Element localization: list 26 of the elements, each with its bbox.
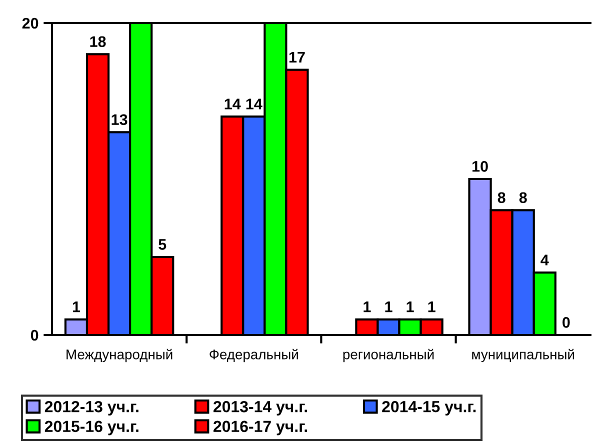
x-tick-label: Международный <box>66 348 172 362</box>
data-label: 18 <box>90 36 106 48</box>
data-label: 1 <box>428 302 436 312</box>
data-label: 5 <box>158 239 166 250</box>
data-label: 1 <box>385 302 392 312</box>
data-label: 8 <box>498 192 506 204</box>
data-label: 4 <box>540 254 549 266</box>
data-label: 1 <box>406 302 414 312</box>
legend-label: 2012-13 уч.г. <box>44 400 138 416</box>
data-label: 10 <box>472 160 488 172</box>
data-label: 1 <box>72 302 80 312</box>
legend-label: 2013-14 уч.г. <box>214 400 307 416</box>
data-label: 14 <box>246 98 262 110</box>
data-label: 17 <box>289 52 305 62</box>
legend-label: 2016-17 уч.г. <box>214 420 307 436</box>
legend-label: 2015-16 уч.г. <box>44 420 138 436</box>
data-label: 0 <box>562 316 570 328</box>
data-label: 14 <box>224 98 241 110</box>
data-label: 1 <box>364 302 371 312</box>
data-label: 13 <box>112 114 128 126</box>
data-label: 8 <box>519 192 527 204</box>
x-tick-label: региональный <box>343 348 434 362</box>
x-tick-label: муниципальный <box>472 348 574 362</box>
x-tick-label: Федеральный <box>210 348 298 362</box>
legend-label: 2014-15 уч.г. <box>382 400 476 416</box>
y-tick-label: 20 <box>22 18 38 29</box>
